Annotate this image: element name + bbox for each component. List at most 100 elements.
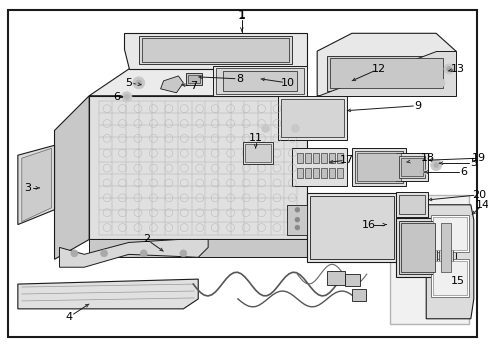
Polygon shape [22,148,51,222]
Polygon shape [89,96,306,239]
Bar [277,96,346,140]
Bar [326,271,344,285]
Bar [389,195,468,324]
Text: 12: 12 [371,64,385,74]
Circle shape [436,79,444,87]
Circle shape [433,163,438,168]
Bar [430,215,468,252]
Polygon shape [123,33,306,69]
Bar [280,99,343,138]
Bar [336,168,342,178]
Text: 11: 11 [248,133,262,143]
Bar [399,156,425,178]
Bar [287,205,306,234]
Text: 7: 7 [189,81,197,91]
Bar [305,168,310,178]
Bar [139,36,292,64]
Bar [344,274,359,286]
Bar [297,168,303,178]
Text: 9: 9 [414,101,421,111]
Circle shape [71,250,78,257]
Bar [336,153,342,163]
Circle shape [124,94,129,99]
Circle shape [294,217,299,222]
Bar [188,75,200,83]
Bar [401,222,434,272]
Text: 2: 2 [143,234,150,244]
Text: 14: 14 [475,200,488,210]
Text: 1: 1 [238,10,245,21]
Text: 19: 19 [471,153,485,163]
Text: 6: 6 [113,92,120,102]
Bar [432,217,466,250]
Bar [401,158,423,176]
Text: 6: 6 [459,167,467,177]
Polygon shape [317,51,455,96]
Bar [313,168,319,178]
Text: 5: 5 [469,158,476,168]
Bar [329,58,442,88]
Polygon shape [317,33,455,96]
Bar [213,66,306,96]
Bar [432,261,466,295]
Bar [351,289,365,301]
Polygon shape [160,76,183,93]
Circle shape [101,250,107,257]
Polygon shape [18,145,54,225]
Text: 1: 1 [238,9,245,22]
Text: 13: 13 [450,64,464,74]
Bar [399,195,425,214]
Text: 17: 17 [339,155,353,165]
Bar [321,153,326,163]
Bar [396,192,427,217]
Circle shape [446,67,450,72]
Polygon shape [18,279,198,309]
Text: 10: 10 [280,78,294,88]
Bar [440,222,450,272]
Bar [313,153,319,163]
Circle shape [291,125,299,132]
Bar [89,239,306,257]
Text: 18: 18 [420,153,434,163]
Polygon shape [60,239,208,267]
Circle shape [430,160,441,171]
Polygon shape [89,69,306,96]
Bar [223,71,297,91]
Text: 15: 15 [450,276,464,286]
Circle shape [180,250,186,257]
Text: 4: 4 [66,312,73,322]
Bar [326,56,445,91]
Bar [142,38,289,62]
Bar [328,153,334,163]
Circle shape [122,92,132,102]
Bar [430,259,468,297]
Circle shape [294,225,299,230]
Bar [438,221,452,274]
Bar [328,168,334,178]
Bar [354,151,403,183]
Bar [305,153,310,163]
Polygon shape [426,205,473,319]
Polygon shape [54,96,89,259]
Text: 3: 3 [24,183,31,193]
Circle shape [443,64,453,74]
Text: 16: 16 [361,220,375,230]
Circle shape [261,125,269,132]
Bar [396,218,455,277]
Bar [351,148,406,186]
Bar [306,193,396,262]
Circle shape [140,250,147,257]
Bar [244,144,270,162]
Bar [309,196,393,259]
Bar [396,153,427,181]
Text: 8: 8 [236,74,243,84]
Circle shape [416,168,425,176]
Bar [186,73,202,85]
Circle shape [418,170,423,174]
Bar [216,68,304,94]
Bar [297,153,303,163]
Text: 20: 20 [471,190,485,200]
Text: 5: 5 [125,78,132,88]
Circle shape [136,80,142,86]
Bar [292,148,346,186]
